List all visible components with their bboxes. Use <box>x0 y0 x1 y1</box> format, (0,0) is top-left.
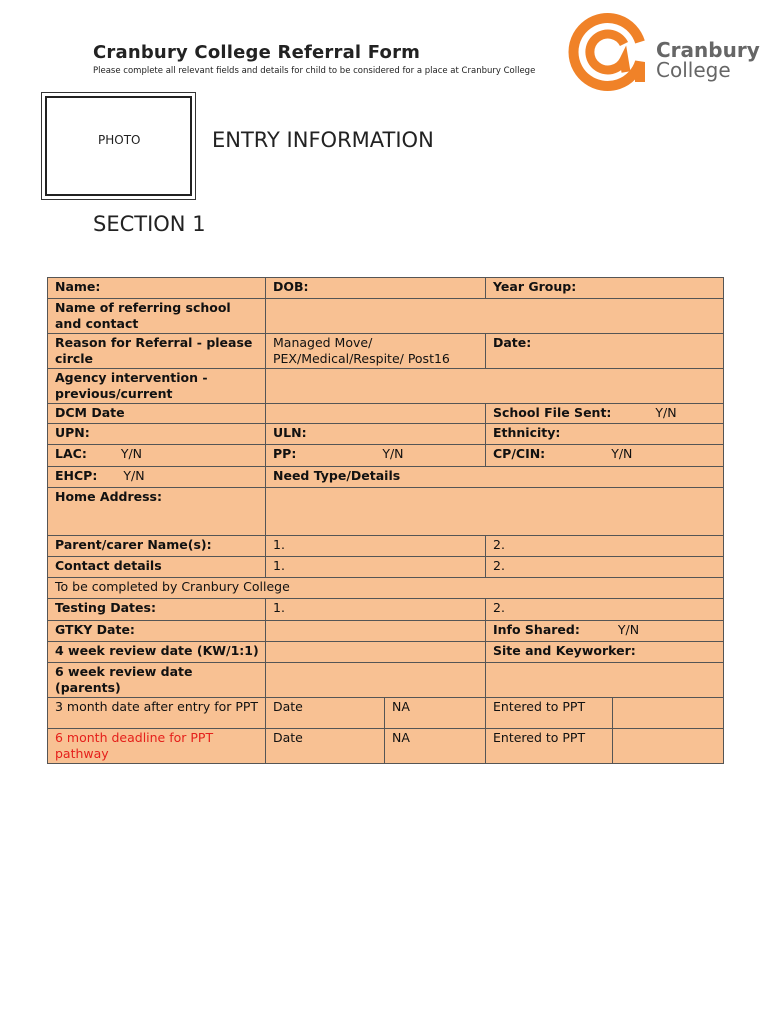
month3-date-field[interactable]: Date <box>265 697 385 729</box>
parent-2-field[interactable]: 2. <box>484 535 725 557</box>
yn-option[interactable]: Y/N <box>617 622 640 637</box>
gtky-label: GTKY Date: <box>47 620 266 642</box>
lac-field[interactable]: LAC: Y/N <box>47 444 266 467</box>
yn-option[interactable]: Y/N <box>655 405 677 420</box>
referral-date-field[interactable]: Date: <box>484 333 725 369</box>
dob-field[interactable]: DOB: <box>265 277 486 299</box>
section-heading: SECTION 1 <box>93 212 206 236</box>
testing-label: Testing Dates: <box>47 598 266 621</box>
dcm-date-field[interactable] <box>265 403 486 424</box>
agency-label: Agency intervention - previous/current <box>47 368 266 404</box>
testing-1-field[interactable]: 1. <box>265 598 486 621</box>
logo-text-2: College <box>656 58 731 82</box>
site-keyworker-field[interactable]: Site and Keyworker: <box>484 641 725 663</box>
photo-label: PHOTO <box>98 133 141 147</box>
month3-entered-label: Entered to PPT <box>485 697 613 729</box>
reason-label: Reason for Referral - please circle <box>47 333 266 369</box>
yn-option[interactable]: Y/N <box>123 468 145 483</box>
info-shared-label: Info Shared: <box>493 622 580 637</box>
upn-field[interactable]: UPN: <box>47 423 266 445</box>
pp-label: PP: <box>273 446 297 461</box>
home-address-field[interactable] <box>264 487 725 536</box>
gtky-field[interactable] <box>265 620 486 642</box>
cranbury-logo: Cranbury College <box>566 12 760 92</box>
info-shared-field[interactable]: Info Shared: Y/N <box>484 620 725 642</box>
parent-label: Parent/carer Name(s): <box>47 535 266 557</box>
entry-heading: ENTRY INFORMATION <box>212 128 434 152</box>
name-field[interactable]: Name: <box>47 277 266 299</box>
yn-option[interactable]: Y/N <box>120 446 143 461</box>
photo-box[interactable]: PHOTO <box>41 92 196 200</box>
form-title: Cranbury College Referral Form <box>93 42 421 63</box>
month6-label: 6 month deadline for PPT pathway <box>47 728 266 764</box>
testing-2-field[interactable]: 2. <box>484 598 725 621</box>
parent-1-field[interactable]: 1. <box>265 535 486 557</box>
uln-field[interactable]: ULN: <box>265 423 486 445</box>
college-section-heading: To be completed by Cranbury College <box>46 577 725 599</box>
school-file-sent-field[interactable]: School File Sent: Y/N <box>484 403 725 424</box>
form-subtitle: Please complete all relevant fields and … <box>93 66 536 76</box>
ehcp-label: EHCP: <box>55 468 98 483</box>
logo-c-icon <box>568 13 645 91</box>
cp-cin-label: CP/CIN: <box>493 446 546 461</box>
contact-2-field[interactable]: 2. <box>484 556 725 578</box>
cp-cin-field[interactable]: CP/CIN: Y/N <box>484 444 725 467</box>
ethnicity-field[interactable]: Ethnicity: <box>484 423 725 445</box>
month6-entered-label: Entered to PPT <box>485 728 613 764</box>
need-type-field[interactable]: Need Type/Details <box>264 466 725 488</box>
year-group-field[interactable]: Year Group: <box>484 277 725 299</box>
review4-field[interactable] <box>265 641 486 663</box>
lac-label: LAC: <box>55 446 87 461</box>
contact-label: Contact details <box>47 556 266 578</box>
referring-school-label: Name of referring school and contact <box>47 298 266 334</box>
pp-field[interactable]: PP: Y/N <box>265 444 486 467</box>
referring-school-field[interactable] <box>264 298 725 334</box>
month6-entered-field[interactable] <box>611 728 725 764</box>
yn-option[interactable]: Y/N <box>382 446 404 461</box>
review6-label: 6 week review date (parents) <box>47 662 266 698</box>
ehcp-field[interactable]: EHCP: Y/N <box>47 466 266 488</box>
yn-option[interactable]: Y/N <box>611 446 633 461</box>
home-address-label: Home Address: <box>47 487 266 536</box>
contact-1-field[interactable]: 1. <box>265 556 486 578</box>
month6-date-field[interactable]: Date <box>265 728 385 764</box>
month3-entered-field[interactable] <box>611 697 725 729</box>
month6-na-option[interactable]: NA <box>384 728 486 764</box>
dcm-date-label: DCM Date <box>47 403 266 424</box>
review6-field[interactable] <box>265 662 486 698</box>
reason-options[interactable]: Managed Move/ PEX/Medical/Respite/ Post1… <box>265 333 486 369</box>
logo-text-1: Cranbury <box>656 38 760 62</box>
school-file-label: School File Sent: <box>493 405 612 420</box>
month3-label: 3 month date after entry for PPT <box>47 697 266 729</box>
review6-extra-field[interactable] <box>484 662 725 698</box>
agency-field[interactable] <box>264 368 725 404</box>
review4-label: 4 week review date (KW/1:1) <box>47 641 266 663</box>
referral-table: Name: DOB: Year Group: Name of referring s… <box>46 277 725 764</box>
month3-na-option[interactable]: NA <box>384 697 486 729</box>
